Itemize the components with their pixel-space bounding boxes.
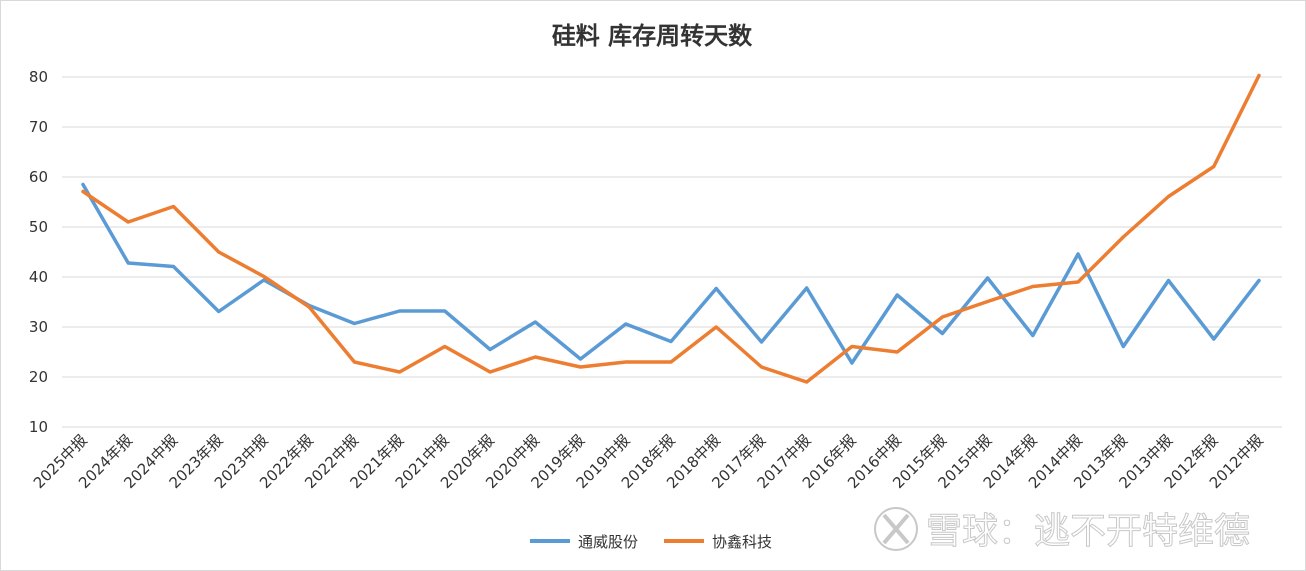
data-point-series-2 [126, 220, 130, 224]
y-tick-label: 70 [29, 118, 48, 136]
legend: 通威股份 协鑫科技 [530, 533, 772, 551]
y-axis-ticks: 10 20 30 40 50 60 70 80 [29, 68, 48, 436]
data-point-series-1 [126, 261, 130, 265]
data-point-series-1 [669, 340, 673, 343]
data-point-series-2 [1212, 165, 1216, 168]
data-point-series-1 [624, 322, 628, 326]
data-point-series-1 [714, 287, 718, 290]
data-point-series-1 [1167, 279, 1171, 282]
data-point-series-1 [1076, 252, 1080, 256]
data-point-series-2 [488, 370, 492, 374]
data-point-series-1 [443, 309, 447, 313]
data-point-series-1 [1121, 345, 1125, 348]
data-point-series-1 [217, 310, 221, 313]
data-point-series-1 [579, 357, 583, 361]
data-point-series-1 [81, 183, 85, 186]
data-point-series-2 [81, 190, 85, 193]
data-point-series-2 [1257, 74, 1261, 77]
y-tick-label: 50 [29, 218, 48, 236]
data-point-series-1 [940, 332, 944, 335]
y-tick-label: 20 [29, 368, 48, 386]
legend-label-series-2: 协鑫科技 [712, 533, 772, 551]
data-point-series-1 [986, 276, 990, 280]
data-point-series-1 [1257, 279, 1261, 282]
data-point-series-2 [398, 370, 402, 374]
legend-label-series-1: 通威股份 [578, 533, 638, 551]
gridlines [62, 76, 1282, 428]
y-tick-label: 60 [29, 168, 48, 186]
data-point-series-2 [986, 300, 990, 303]
data-point-series-1 [895, 293, 899, 297]
data-point-series-2 [895, 350, 899, 354]
data-point-series-2 [669, 360, 673, 364]
watermark-text: 雪球：逃不开特维德 [926, 511, 1250, 552]
data-point-series-1 [759, 340, 763, 344]
y-tick-label: 80 [29, 68, 48, 86]
series-line-2 [81, 73, 1261, 384]
data-point-series-2 [533, 355, 537, 359]
data-point-series-1 [352, 322, 356, 325]
data-point-series-1 [262, 278, 266, 282]
data-point-series-1 [1031, 334, 1035, 337]
data-point-series-2 [1121, 235, 1125, 239]
data-point-series-1 [398, 309, 402, 313]
data-point-series-1 [488, 348, 492, 351]
data-point-series-1 [171, 265, 175, 268]
data-point-series-2 [624, 360, 628, 364]
data-point-series-2 [443, 345, 447, 348]
snowball-logo-icon [874, 507, 918, 551]
data-point-series-2 [217, 250, 221, 254]
data-point-series-2 [579, 365, 583, 369]
chart-title: 硅料 库存周转天数 [552, 22, 753, 50]
watermark: 雪球：逃不开特维德 [874, 507, 1251, 553]
data-point-series-2 [759, 365, 763, 369]
data-point-series-1 [805, 286, 809, 290]
data-point-series-2 [1031, 285, 1035, 288]
y-tick-label: 10 [29, 418, 48, 436]
data-point-series-2 [262, 275, 266, 278]
data-point-series-2 [171, 205, 175, 208]
y-tick-label: 30 [29, 318, 48, 336]
data-point-series-2 [714, 325, 718, 329]
data-point-series-2 [940, 315, 944, 319]
x-axis-ticks: 2025中报2024年报2024中报2023年报2023中报2022年报2022… [30, 431, 1267, 492]
data-point-series-1 [1212, 337, 1216, 341]
data-point-series-2 [307, 305, 311, 309]
y-tick-label: 40 [29, 268, 48, 286]
data-point-series-2 [1076, 280, 1080, 284]
data-point-series-2 [352, 360, 356, 364]
data-point-series-2 [850, 345, 854, 348]
data-point-series-1 [850, 361, 854, 365]
data-point-series-2 [1167, 195, 1171, 198]
data-point-series-2 [805, 380, 809, 384]
data-point-series-1 [533, 320, 537, 324]
series-lines [81, 73, 1261, 384]
